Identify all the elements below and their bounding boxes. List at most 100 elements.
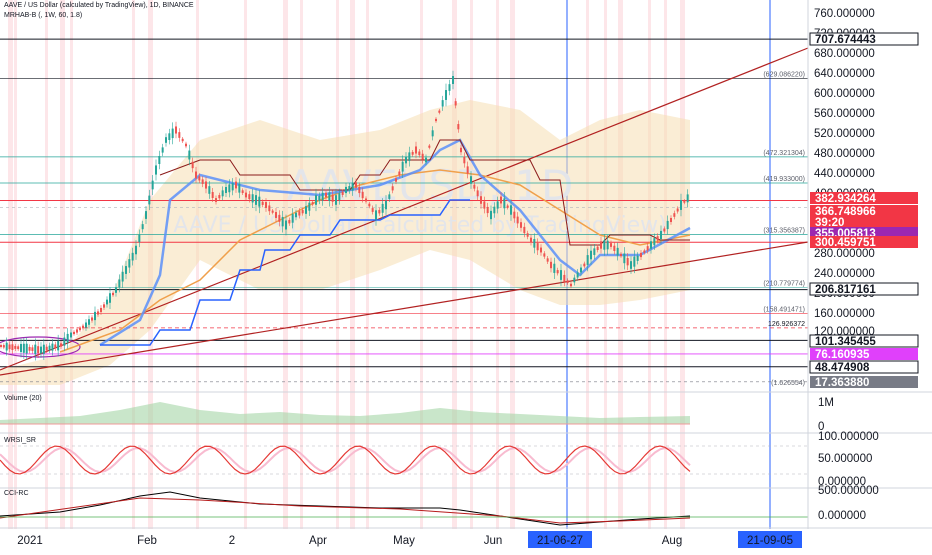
candle-body: [580, 267, 582, 273]
candle-body: [626, 257, 629, 266]
candle-body: [261, 201, 264, 205]
candle-body: [288, 219, 291, 224]
candle-body: [228, 184, 231, 193]
cci-axis-label: 500.000000: [818, 485, 879, 497]
candle-body: [600, 241, 602, 249]
candle-body: [73, 331, 75, 335]
candle-body: [445, 90, 447, 100]
signal-band: [420, 0, 423, 545]
price-tick-label: 560.000000: [814, 108, 875, 120]
candle-body: [48, 345, 51, 351]
candle-body: [112, 292, 114, 296]
price-tag-label: 48.474908: [815, 362, 870, 374]
candle-body: [305, 206, 307, 214]
price-axis[interactable]: 760.000000720.000000680.000000640.000000…: [807, 0, 919, 545]
candle-body: [11, 344, 14, 351]
candle-body: [640, 252, 642, 258]
candle-body: [385, 200, 387, 210]
candle-body: [583, 263, 586, 267]
candle-body: [51, 343, 54, 351]
candle-body: [351, 182, 354, 191]
candle-body: [121, 271, 124, 282]
candle-body: [452, 76, 454, 84]
candle-body: [94, 311, 96, 321]
price-tick-label: 440.000000: [814, 168, 875, 180]
cci-title: CCI-RC: [4, 490, 29, 497]
candle-body: [221, 190, 224, 197]
candle-body: [278, 214, 281, 222]
volume-title: Volume (20): [4, 395, 42, 402]
candle-body: [106, 299, 108, 305]
candle-body: [178, 132, 181, 138]
price-tick-label: 160.000000: [814, 308, 875, 320]
candle-body: [466, 166, 469, 174]
candle-body: [191, 161, 194, 169]
price-tag: [809, 334, 919, 348]
candle-body: [301, 210, 304, 214]
candle-body: [686, 194, 689, 203]
watermark-symbol: AAVEUSD, 1D: [287, 161, 574, 210]
candle-body: [438, 110, 441, 113]
candle-body: [603, 240, 606, 250]
price-tag-label: 707.674443: [815, 34, 876, 46]
candle-body: [650, 241, 652, 249]
candle-body: [398, 171, 401, 176]
candle-body: [141, 224, 144, 230]
price-tag: [810, 205, 918, 217]
candle-body: [198, 176, 201, 181]
price-tag-label: 366.748966: [815, 206, 876, 218]
candle-body: [211, 192, 214, 198]
candle-body: [158, 155, 161, 165]
candle-body: [348, 186, 351, 191]
candle-body: [590, 250, 592, 260]
candle-body: [188, 150, 191, 160]
time-label: 2: [229, 535, 235, 547]
price-tag: [809, 32, 919, 46]
candle-body: [421, 153, 424, 160]
cci-axis-label: 0.000000: [818, 510, 866, 522]
time-axis[interactable]: 2021 Feb 2 Apr May Jun 21-06-27 Aug 21-09-05: [0, 529, 932, 550]
step-line-blue: [100, 199, 470, 346]
candle-body: [556, 270, 559, 274]
level-label: (210.779774): [763, 281, 805, 288]
candle-body: [295, 212, 297, 218]
candle-body: [593, 248, 596, 255]
candle-body: [546, 258, 549, 262]
signal-band: [70, 0, 73, 545]
candle-body: [526, 233, 529, 237]
candle-body: [643, 250, 646, 253]
candle-body: [656, 236, 659, 241]
candle-body: [91, 317, 93, 321]
time-label: Apr: [309, 535, 327, 547]
candle-body: [201, 179, 204, 184]
candle-body: [218, 195, 221, 199]
candle-body: [391, 186, 394, 191]
level-label: (629.086220): [763, 71, 805, 78]
candle-body: [365, 198, 367, 202]
candle-body: [633, 256, 636, 267]
price-tick-label: 640.000000: [814, 68, 875, 80]
candle-body: [408, 152, 411, 161]
candle-body: [401, 161, 404, 172]
candle-body: [318, 195, 321, 201]
candle-body: [0, 345, 2, 347]
candle-body: [231, 182, 234, 191]
price-tick-label: 480.000000: [814, 148, 875, 160]
candles: [0, 70, 689, 361]
candle-body: [161, 147, 164, 153]
price-tag: [810, 216, 918, 228]
candle-body: [418, 151, 421, 156]
candle-body: [530, 237, 532, 243]
candle-body: [415, 146, 417, 154]
price-tag-label: 382.934264: [815, 193, 876, 205]
candle-body: [2, 345, 5, 348]
candle-body: [405, 156, 407, 164]
candle-body: [8, 344, 11, 350]
candle-body: [208, 186, 211, 194]
candle-body: [473, 184, 476, 189]
candle-body: [480, 196, 482, 204]
candle-body: [20, 343, 22, 353]
candle-body: [496, 201, 499, 209]
